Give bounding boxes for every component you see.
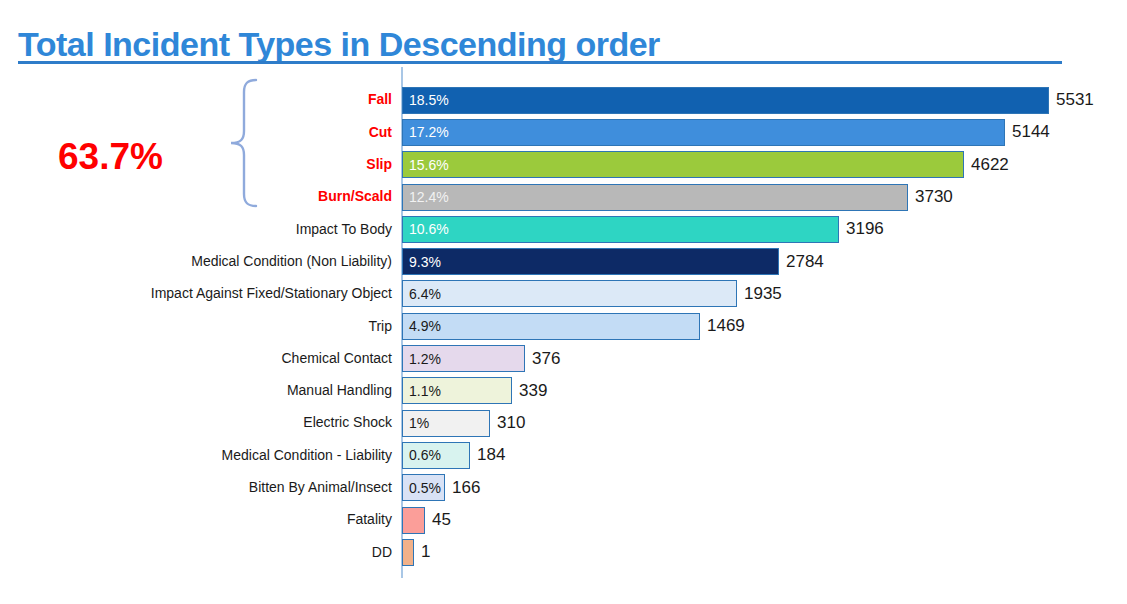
incident-bar: 12.4%: [402, 184, 908, 211]
bar-value-label: 3730: [915, 187, 953, 207]
bar-pct-label: 1%: [403, 415, 429, 431]
incident-bar: 17.2%: [402, 119, 1005, 146]
bar-row: Trip 4.9% 1469: [0, 310, 1127, 342]
bar-value-label: 184: [477, 445, 505, 465]
incident-bar: 6.4%: [402, 280, 737, 307]
bar-zone: 18.5% 5531: [402, 84, 1127, 116]
bar-row: Medical Condition (Non Liability) 9.3% 2…: [0, 245, 1127, 277]
bar-row: Electric Shock 1% 310: [0, 407, 1127, 439]
category-label: Cut: [0, 125, 402, 140]
bar-value-label: 166: [452, 478, 480, 498]
bar-value-label: 3196: [846, 219, 884, 239]
bar-rows: Fall 18.5% 5531 Cut 17.2% 5144 Slip 15.6…: [0, 84, 1127, 568]
category-label: Fall: [0, 92, 402, 107]
bar-pct-label: 17.2%: [403, 124, 449, 140]
bar-value-label: 4622: [971, 155, 1009, 175]
page-title: Total Incident Types in Descending order: [18, 25, 660, 64]
bar-zone: 17.2% 5144: [402, 116, 1127, 148]
bar-pct-label: 1.1%: [403, 383, 441, 399]
bar-row: Burn/Scald 12.4% 3730: [0, 181, 1127, 213]
bar-zone: 12.4% 3730: [402, 181, 1127, 213]
bar-zone: 1.1% 339: [402, 375, 1127, 407]
category-label: Impact To Body: [0, 222, 402, 237]
incident-bar: 0.6%: [402, 442, 470, 469]
bar-value-label: 376: [532, 349, 560, 369]
incident-bar: 15.6%: [402, 151, 964, 178]
category-label: Burn/Scald: [0, 189, 402, 204]
bar-value-label: 45: [432, 510, 451, 530]
bar-pct-label: 4.9%: [403, 318, 441, 334]
bar-pct-label: 15.6%: [403, 157, 449, 173]
bar-zone: 1% 310: [402, 407, 1127, 439]
bar-pct-label: 10.6%: [403, 221, 449, 237]
bar-pct-label: 9.3%: [403, 254, 441, 270]
bar-zone: 0.6% 184: [402, 439, 1127, 471]
bar-value-label: 5144: [1012, 122, 1050, 142]
bar-zone: 15.6% 4622: [402, 149, 1127, 181]
category-label: Electric Shock: [0, 415, 402, 430]
bar-pct-label: 0.5%: [403, 480, 441, 496]
bar-row: Fatality 45: [0, 504, 1127, 536]
bar-row: Fall 18.5% 5531: [0, 84, 1127, 116]
bar-zone: 1.2% 376: [402, 342, 1127, 374]
bar-value-label: 339: [519, 381, 547, 401]
category-label: DD: [0, 545, 402, 560]
incident-bar: 9.3%: [402, 248, 779, 275]
bar-zone: 10.6% 3196: [402, 213, 1127, 245]
bar-row: Bitten By Animal/Insect 0.5% 166: [0, 472, 1127, 504]
bar-zone: 0.5% 166: [402, 472, 1127, 504]
incident-bar: [402, 507, 425, 534]
category-label: Slip: [0, 157, 402, 172]
bar-pct-label: 0.6%: [403, 447, 441, 463]
category-label: Manual Handling: [0, 383, 402, 398]
bar-row: Manual Handling 1.1% 339: [0, 375, 1127, 407]
category-label: Trip: [0, 319, 402, 334]
bar-pct-label: 18.5%: [403, 92, 449, 108]
bar-row: Impact Against Fixed/Stationary Object 6…: [0, 278, 1127, 310]
category-label: Bitten By Animal/Insect: [0, 480, 402, 495]
category-label: Impact Against Fixed/Stationary Object: [0, 286, 402, 301]
incident-bar: 10.6%: [402, 216, 839, 243]
bar-zone: 1: [402, 536, 1127, 568]
incident-bar: 0.5%: [402, 474, 445, 501]
incident-bar: 4.9%: [402, 313, 700, 340]
category-label: Chemical Contact: [0, 351, 402, 366]
incident-bar: 18.5%: [402, 87, 1049, 114]
incident-bar: [402, 539, 414, 566]
bar-value-label: 5531: [1056, 90, 1094, 110]
bar-row: DD 1: [0, 536, 1127, 568]
incident-bar: 1%: [402, 410, 490, 437]
bar-zone: 4.9% 1469: [402, 310, 1127, 342]
bar-row: Cut 17.2% 5144: [0, 116, 1127, 148]
bar-row: Slip 15.6% 4622: [0, 149, 1127, 181]
bar-value-label: 1469: [707, 316, 745, 336]
bar-pct-label: 12.4%: [403, 189, 449, 205]
category-label: Medical Condition (Non Liability): [0, 254, 402, 269]
bar-value-label: 310: [497, 413, 525, 433]
bar-row: Medical Condition - Liability 0.6% 184: [0, 439, 1127, 471]
incident-bar: 1.1%: [402, 377, 512, 404]
bar-zone: 45: [402, 504, 1127, 536]
title-underline: [18, 61, 1062, 64]
bar-value-label: 1935: [744, 284, 782, 304]
incident-bar: 1.2%: [402, 345, 525, 372]
chart-canvas: Total Incident Types in Descending order…: [0, 0, 1127, 604]
category-label: Fatality: [0, 512, 402, 527]
bar-row: Impact To Body 10.6% 3196: [0, 213, 1127, 245]
category-label: Medical Condition - Liability: [0, 448, 402, 463]
bar-zone: 9.3% 2784: [402, 245, 1127, 277]
bar-value-label: 1: [421, 542, 430, 562]
bar-row: Chemical Contact 1.2% 376: [0, 342, 1127, 374]
bar-zone: 6.4% 1935: [402, 278, 1127, 310]
bar-pct-label: 6.4%: [403, 286, 441, 302]
bar-pct-label: 1.2%: [403, 351, 441, 367]
bar-value-label: 2784: [786, 252, 824, 272]
